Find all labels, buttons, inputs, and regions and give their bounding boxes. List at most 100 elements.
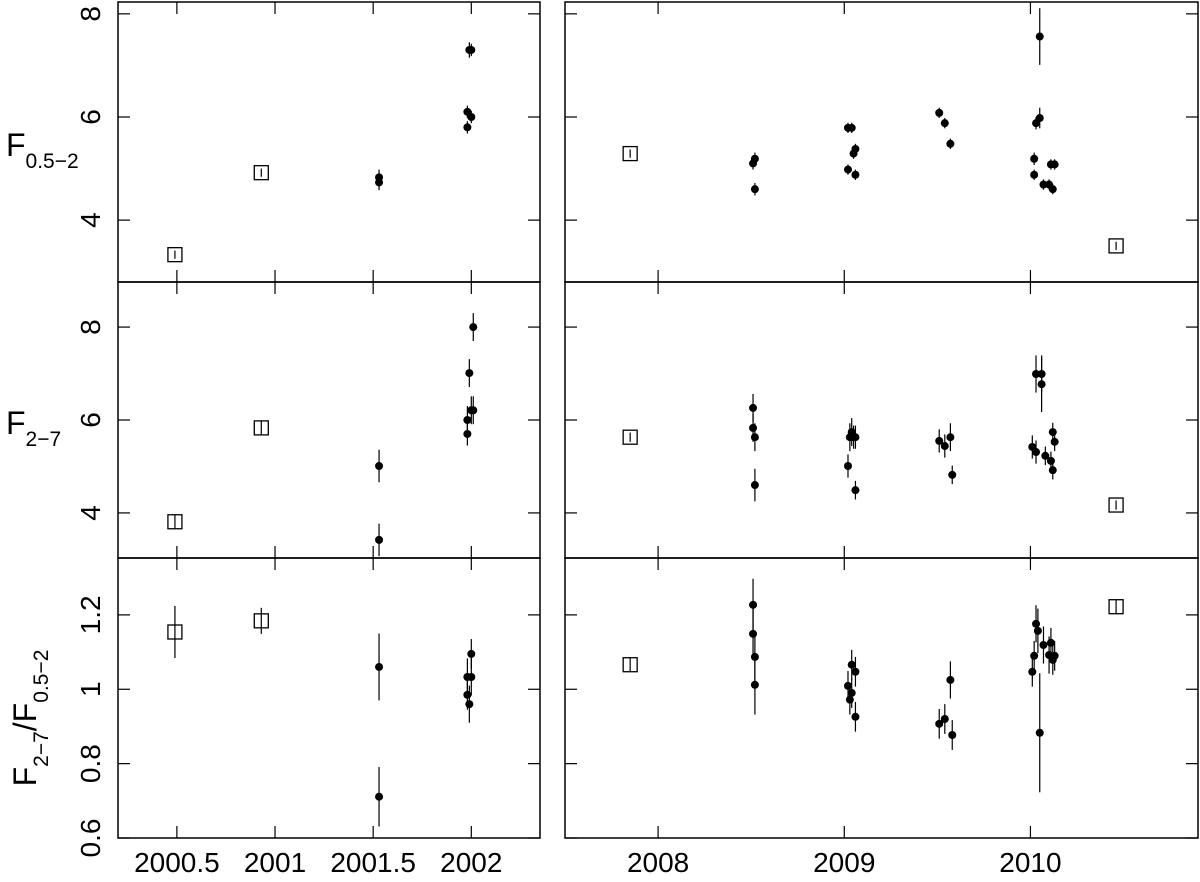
data-point (622, 429, 638, 445)
data-point (750, 481, 759, 490)
data-point (946, 139, 955, 148)
data-point (1035, 114, 1044, 123)
y-tick-label: 4 (75, 505, 106, 521)
data-point (749, 403, 758, 412)
data-point (622, 657, 638, 673)
data-point (851, 170, 860, 179)
data-point (253, 420, 269, 436)
data-point (375, 178, 384, 187)
panel (564, 281, 1199, 559)
data-point (1039, 641, 1048, 650)
data-point (1050, 437, 1059, 446)
y-tick-label: 1 (75, 681, 106, 697)
data-point (935, 436, 944, 445)
data-point (375, 662, 384, 671)
data-point (749, 423, 758, 432)
data-point (1033, 626, 1042, 635)
data-point (750, 433, 759, 442)
label-text: F (6, 127, 26, 163)
data-point (940, 442, 949, 451)
data-point (749, 600, 758, 609)
panel: 2000.5 2001 2001.5 2002 0.6 0.8 1 1.2 F2−7/F0.5−… (7, 557, 541, 878)
data-point (1039, 180, 1048, 189)
data-point (1108, 238, 1124, 254)
data-point (847, 688, 856, 697)
y-axis-label: F0.5−2 (6, 127, 79, 173)
data-point (948, 730, 957, 739)
panel-frame (564, 1, 1199, 283)
data-point (851, 667, 860, 676)
data-point (1030, 154, 1039, 163)
data-point (1030, 651, 1039, 660)
data-point (946, 433, 955, 442)
data-point (845, 695, 854, 704)
data-point (940, 715, 949, 724)
data-point (1035, 728, 1044, 737)
data-point (843, 165, 852, 174)
panel-frame (117, 1, 541, 283)
data-point (1041, 451, 1050, 460)
panel: 2008 2009 2010 (564, 557, 1199, 878)
x-tick-label: 2001.5 (330, 847, 416, 878)
data-point (843, 681, 852, 690)
x-tick-label: 2008 (627, 847, 689, 878)
label-subscript: 0.5−2 (26, 150, 79, 173)
panel-frame (117, 557, 541, 839)
y-axis-label: F2−7 (6, 405, 61, 451)
x-tick-label: 2009 (813, 847, 875, 878)
y-tick-label: 6 (75, 412, 106, 428)
data-point (750, 185, 759, 194)
data-point (375, 462, 384, 470)
data-point (851, 433, 860, 442)
data-point (851, 486, 860, 495)
data-point (463, 123, 472, 132)
data-point (167, 624, 183, 640)
panel: 4 6 8 F2−7 (6, 281, 541, 559)
label-subscript: 0.5−2 (30, 650, 53, 703)
data-point (847, 660, 856, 669)
data-point (1030, 170, 1039, 179)
data-point (167, 247, 183, 263)
data-point (851, 712, 860, 721)
data-point (750, 154, 759, 163)
data-point (847, 123, 856, 132)
data-point (622, 145, 638, 162)
data-point (467, 672, 476, 681)
panel-frame (564, 281, 1199, 559)
data-point (1032, 448, 1041, 457)
label-subscript: 2−7 (26, 428, 62, 451)
label-text: F (6, 405, 26, 441)
data-point (948, 470, 957, 479)
data-point (1037, 380, 1046, 389)
data-point (375, 535, 384, 544)
data-point (750, 680, 759, 689)
data-point (935, 719, 944, 728)
label-text: F (7, 767, 43, 787)
data-point (469, 406, 478, 415)
data-point (253, 613, 269, 629)
x-tick-label: 2001 (244, 847, 306, 878)
data-point (1048, 185, 1057, 194)
data-point (843, 462, 852, 470)
data-point (467, 45, 476, 54)
data-point (167, 514, 183, 530)
panel (564, 1, 1199, 283)
x-tick-label: 2010 (999, 847, 1061, 878)
data-point (851, 144, 860, 153)
data-point (935, 108, 944, 117)
y-tick-label: 4 (75, 212, 106, 228)
data-point (1035, 32, 1044, 41)
panel-frame (564, 557, 1199, 839)
y-tick-label: 0.8 (75, 744, 106, 783)
data-point (465, 700, 474, 709)
data-point (1108, 599, 1124, 615)
data-point (1048, 428, 1057, 437)
label-text: /F (7, 703, 43, 731)
data-point (375, 792, 384, 801)
data-point (749, 629, 758, 638)
data-point (1050, 160, 1059, 169)
data-point (1032, 619, 1041, 628)
data-point (1048, 466, 1057, 475)
x-tick-label: 2002 (440, 847, 502, 878)
